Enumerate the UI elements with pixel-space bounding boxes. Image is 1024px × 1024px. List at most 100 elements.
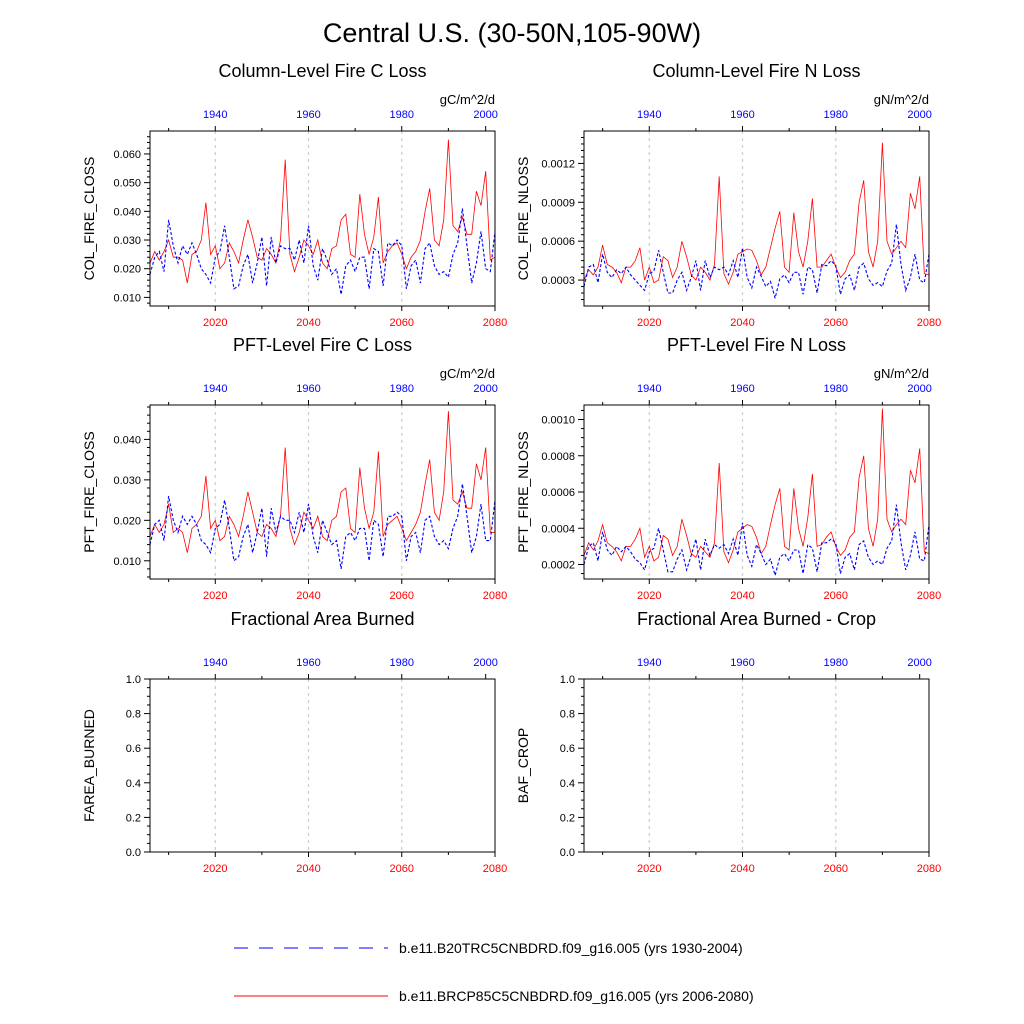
- panel-baf-crop: Fractional Area Burned - Crop 0.0 0.2 0.4 0.…: [515, 609, 941, 875]
- x-tick-label-bottom: 2020: [637, 317, 661, 329]
- y-tick-label: 0.0: [560, 847, 575, 859]
- x-tick-label-bottom: 2020: [203, 590, 227, 602]
- x-tick-label-top: 1980: [390, 657, 414, 669]
- y-tick-label: 0.050: [113, 178, 141, 190]
- y-tick-label: 0.0010: [541, 415, 575, 427]
- chart-panels: Column-Level Fire C Loss gC/m^2/d 0.010 0.0…: [81, 61, 941, 875]
- y-tick-label: 0.060: [113, 149, 141, 161]
- y-tick-label: 0.040: [113, 206, 141, 218]
- plot-frame: [149, 678, 496, 853]
- x-tick-label-top: 1980: [824, 383, 848, 395]
- panel-title: Fractional Area Burned - Crop: [637, 609, 876, 629]
- plot-frame: [149, 404, 496, 580]
- y-tick-label: 0.4: [126, 778, 141, 790]
- x-tick-label-bottom: 2080: [483, 317, 507, 329]
- x-tick-label-bottom: 2020: [637, 863, 661, 875]
- figure-title: Central U.S. (30-50N,105-90W): [323, 18, 701, 48]
- x-tick-label-bottom: 2040: [730, 590, 754, 602]
- x-tick-label-bottom: 2080: [917, 863, 941, 875]
- panel-title: Fractional Area Burned: [230, 609, 414, 629]
- y-tick-label: 1.0: [126, 674, 141, 686]
- legend: b.e11.B20TRC5CNBDRD.f09_g16.005 (yrs 193…: [234, 940, 754, 1004]
- x-tick-label-bottom: 2060: [390, 317, 414, 329]
- plot-frame: [583, 678, 930, 853]
- x-tick-label-bottom: 2060: [824, 590, 848, 602]
- x-tick-label-bottom: 2020: [203, 317, 227, 329]
- x-tick-label-top: 1960: [730, 109, 754, 121]
- units-label: gN/m^2/d: [874, 92, 929, 107]
- y-tick-label: 0.010: [113, 292, 141, 304]
- plot-frame: [149, 130, 496, 307]
- x-tick-label-bottom: 2040: [730, 863, 754, 875]
- x-tick-label-top: 2000: [907, 657, 931, 669]
- y-tick-label: 0.030: [113, 235, 141, 247]
- x-tick-label-bottom: 2040: [296, 590, 320, 602]
- series-line-historical: [149, 483, 496, 569]
- y-tick-label: 0.0006: [541, 236, 575, 248]
- y-tick-label: 0.0004: [541, 523, 575, 535]
- x-tick-label-top: 1940: [203, 657, 227, 669]
- x-tick-label-top: 1960: [296, 657, 320, 669]
- x-tick-label-bottom: 2020: [203, 863, 227, 875]
- x-tick-label-top: 1940: [203, 383, 227, 395]
- y-tick-label: 0.6: [126, 743, 141, 755]
- x-tick-label-top: 2000: [473, 657, 497, 669]
- y-tick-label: 0.0009: [541, 197, 575, 209]
- plot-frame: [583, 404, 930, 580]
- x-tick-label-top: 1940: [637, 383, 661, 395]
- y-axis-label: PFT_FIRE_CLOSS: [81, 431, 97, 552]
- x-tick-label-top: 1980: [824, 657, 848, 669]
- x-tick-label-top: 1960: [296, 383, 320, 395]
- y-tick-label: 0.2: [126, 812, 141, 824]
- y-tick-label: 0.0012: [541, 158, 575, 170]
- panel-pft-fire-nloss: PFT-Level Fire N Loss gN/m^2/d 0.0002 0.000…: [515, 335, 941, 602]
- series-line-historical: [583, 504, 930, 578]
- panel-col-fire-closs: Column-Level Fire C Loss gC/m^2/d 0.010 0.0…: [81, 61, 507, 329]
- x-tick-label-top: 2000: [473, 109, 497, 121]
- y-tick-label: 1.0: [560, 674, 575, 686]
- legend-label-rcp85: b.e11.BRCP85C5CNBDRD.f09_g16.005 (yrs 20…: [399, 988, 754, 1004]
- panel-farea-burned: Fractional Area Burned 0.0 0.2 0.4 0.6 0.8 1.0…: [81, 609, 507, 875]
- units-label: gC/m^2/d: [440, 92, 495, 107]
- units-label: gN/m^2/d: [874, 366, 929, 381]
- y-axis-label: FAREA_BURNED: [81, 709, 97, 822]
- x-tick-label-bottom: 2020: [637, 590, 661, 602]
- x-tick-label-top: 1980: [390, 109, 414, 121]
- y-tick-label: 0.0003: [541, 275, 575, 287]
- x-tick-label-top: 2000: [907, 109, 931, 121]
- y-tick-label: 0.020: [113, 515, 141, 527]
- plot-frame: [583, 130, 930, 307]
- x-tick-label-bottom: 2060: [824, 317, 848, 329]
- y-tick-label: 0.6: [560, 743, 575, 755]
- x-tick-label-bottom: 2080: [917, 317, 941, 329]
- x-tick-label-bottom: 2040: [730, 317, 754, 329]
- x-tick-label-top: 1940: [637, 657, 661, 669]
- x-tick-label-bottom: 2080: [483, 590, 507, 602]
- x-tick-label-bottom: 2040: [296, 317, 320, 329]
- x-tick-label-bottom: 2060: [390, 863, 414, 875]
- y-tick-label: 0.0: [126, 847, 141, 859]
- x-tick-label-top: 1960: [730, 657, 754, 669]
- y-tick-label: 0.4: [560, 778, 575, 790]
- y-tick-label: 0.0006: [541, 487, 575, 499]
- y-tick-label: 0.2: [560, 812, 575, 824]
- y-tick-label: 0.020: [113, 264, 141, 276]
- panel-title: Column-Level Fire C Loss: [218, 61, 426, 81]
- units-label: gC/m^2/d: [440, 366, 495, 381]
- x-tick-label-top: 1960: [296, 109, 320, 121]
- y-axis-label: COL_FIRE_NLOSS: [515, 157, 531, 281]
- y-axis-label: BAF_CROP: [515, 728, 531, 803]
- x-tick-label-bottom: 2040: [296, 863, 320, 875]
- y-tick-label: 0.010: [113, 556, 141, 568]
- y-tick-label: 0.8: [560, 709, 575, 721]
- panel-title: Column-Level Fire N Loss: [652, 61, 860, 81]
- x-tick-label-top: 1980: [390, 383, 414, 395]
- y-axis-label: COL_FIRE_CLOSS: [81, 157, 97, 281]
- panel-pft-fire-closs: PFT-Level Fire C Loss gC/m^2/d 0.010 0.020 0…: [81, 335, 507, 602]
- series-line-rcp85: [149, 139, 496, 284]
- y-tick-label: 0.030: [113, 475, 141, 487]
- y-tick-label: 0.8: [126, 709, 141, 721]
- x-tick-label-bottom: 2060: [390, 590, 414, 602]
- y-tick-label: 0.040: [113, 434, 141, 446]
